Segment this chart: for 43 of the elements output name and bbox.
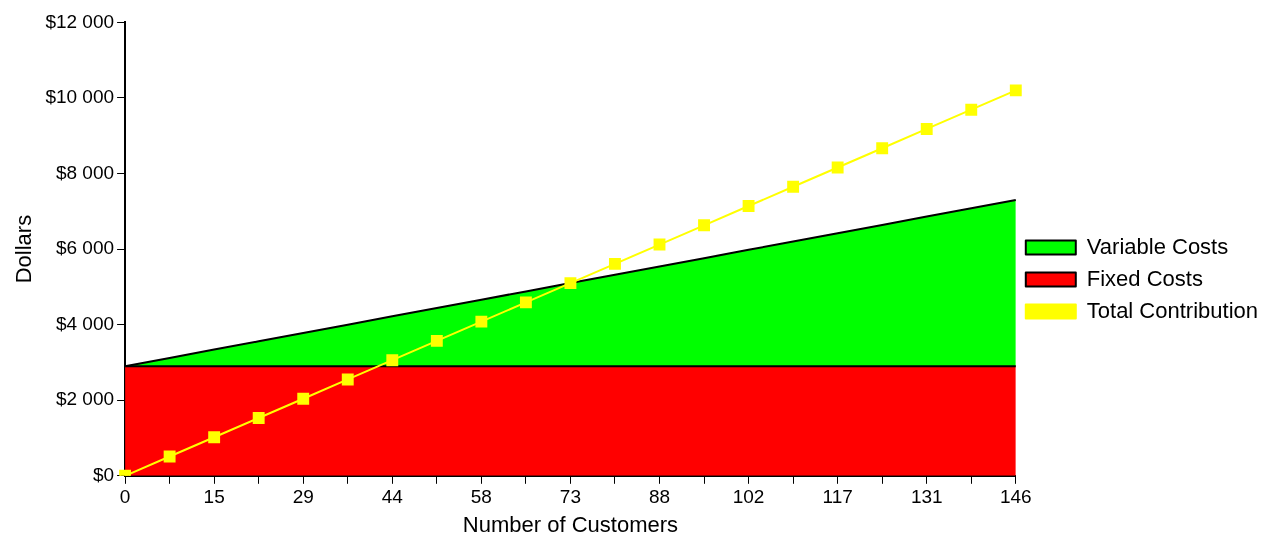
- y-tick-label: $6 000: [55, 237, 115, 259]
- y-axis-title: Dollars: [11, 214, 37, 284]
- legend-label: Total Contribution: [1086, 297, 1259, 323]
- point: [920, 123, 933, 135]
- x-tick-label: 131: [910, 486, 943, 508]
- x-tick-label: 29: [292, 486, 314, 508]
- point: [653, 238, 666, 251]
- point: [831, 161, 844, 174]
- point: [163, 450, 176, 463]
- point: [742, 200, 755, 212]
- legend-label: Fixed Costs: [1086, 265, 1203, 291]
- y-tick-label: $0: [92, 464, 115, 486]
- point: [698, 219, 710, 232]
- x-tick-label: 44: [381, 486, 404, 508]
- point: [787, 180, 800, 193]
- point: [430, 334, 443, 347]
- y-tick-label: $10 000: [45, 86, 115, 108]
- point: [609, 257, 621, 270]
- y-tick-label: $4 000: [55, 312, 115, 334]
- x-tick-label: 0: [119, 486, 131, 508]
- x-axis-title: Number of Customers: [462, 511, 679, 537]
- x-tick-label: 73: [559, 486, 582, 508]
- point: [965, 103, 978, 116]
- point: [1009, 84, 1022, 97]
- legend-label: Variable Costs: [1086, 233, 1229, 259]
- x-tick-label: 146: [999, 486, 1032, 508]
- point: [341, 373, 354, 386]
- point: [564, 277, 577, 290]
- point: [519, 296, 532, 309]
- y-tick-label: $12 000: [45, 10, 115, 32]
- x-tick-label: 117: [822, 486, 853, 508]
- point: [475, 315, 488, 328]
- point: [386, 354, 399, 367]
- x-tick-label: 88: [648, 486, 671, 508]
- x-tick-label: 58: [470, 486, 492, 508]
- point: [252, 412, 265, 424]
- y-tick-label: $8 000: [55, 161, 115, 183]
- point: [208, 431, 221, 444]
- x-tick-label: 15: [203, 486, 225, 508]
- x-tick-label: 102: [732, 486, 765, 508]
- y-tick-label: $2 000: [55, 388, 115, 410]
- point: [876, 142, 889, 155]
- point: [297, 392, 310, 405]
